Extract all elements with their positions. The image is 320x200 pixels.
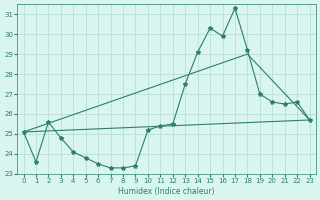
X-axis label: Humidex (Indice chaleur): Humidex (Indice chaleur) <box>118 187 215 196</box>
